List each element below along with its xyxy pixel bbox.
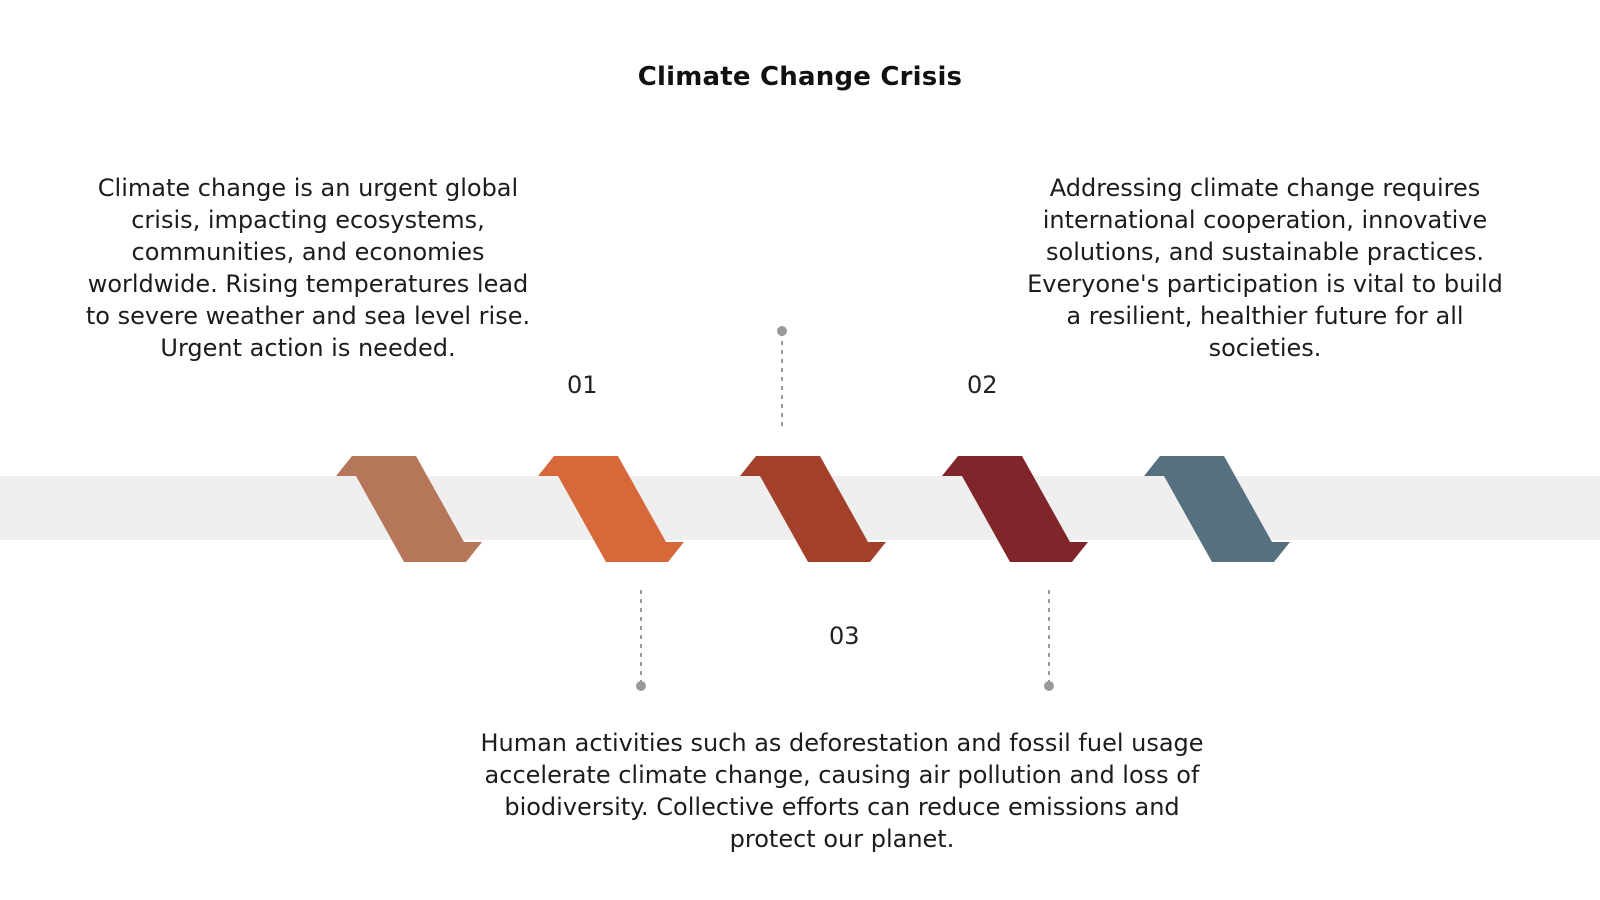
step-03-number: 03	[829, 622, 860, 650]
connector-dot-bottom-left	[636, 681, 646, 691]
step-01-number: 01	[567, 371, 598, 399]
chevron-shape-3	[740, 456, 886, 562]
connector-dot-top	[777, 326, 787, 336]
connector-dot-bottom-right	[1044, 681, 1054, 691]
chevron-shape-1	[336, 456, 482, 562]
step-02-description: Addressing climate change requires inter…	[1027, 174, 1503, 362]
chevron-shape-4	[942, 456, 1088, 562]
chevrons	[336, 456, 1290, 562]
step-02-number: 02	[967, 371, 998, 399]
chevron-shape-5	[1144, 456, 1290, 562]
step-01-description: Climate change is an urgent global crisi…	[85, 174, 531, 362]
chevron-shape-2	[538, 456, 684, 562]
connectors	[636, 326, 1054, 691]
step-03-description: Human activities such as deforestation a…	[480, 729, 1204, 853]
slide-title: Climate Change Crisis	[637, 62, 963, 92]
